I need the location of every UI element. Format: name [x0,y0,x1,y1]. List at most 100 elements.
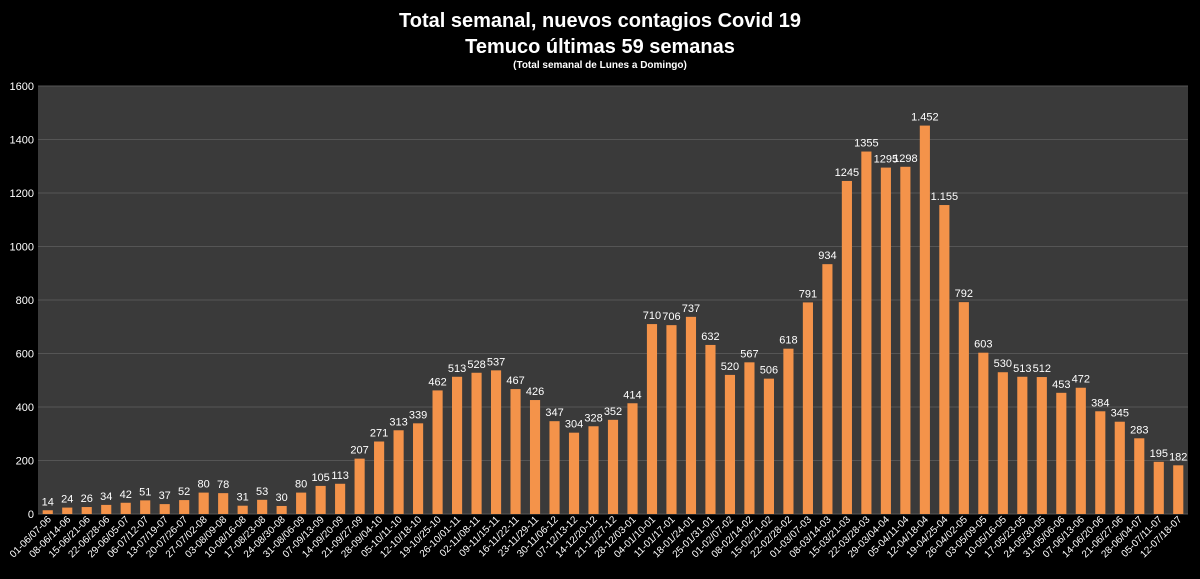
bar [432,390,443,514]
data-label: 24 [61,494,73,506]
bar [861,151,872,514]
bar [627,403,638,514]
data-label: 792 [955,288,973,300]
data-label: 271 [370,428,388,440]
data-label: 304 [565,419,583,431]
data-label: 512 [1033,363,1051,375]
bar [218,493,229,514]
bar [1036,377,1047,514]
bar [374,441,385,514]
data-label: 426 [526,386,544,398]
y-tick-label: 1000 [10,242,34,254]
data-label: 506 [760,365,778,377]
data-label: 710 [643,310,661,322]
bar [997,372,1008,514]
chart-title-line-2: Temuco últimas 59 semanas [465,36,735,58]
data-label: 618 [779,335,797,347]
bar [822,264,833,514]
y-tick-label: 1200 [10,188,34,200]
bar [958,302,969,514]
bar [413,423,424,514]
data-label: 1245 [835,167,859,179]
bar [257,499,268,514]
y-tick-label: 800 [16,295,34,307]
bar [1114,421,1125,514]
data-label: 453 [1052,379,1070,391]
data-label: 513 [1013,363,1031,375]
data-label: 80 [198,479,210,491]
data-label: 414 [623,389,641,401]
data-labels: 14 24 26 34 42 51 37 52 80 78 31 53 30 80 105 113 207271… [42,112,1188,509]
data-label: 30 [276,492,288,504]
data-label: 195 [1150,448,1168,460]
data-label: 530 [994,358,1012,370]
bar [1173,465,1184,514]
data-label: 105 [311,472,329,484]
data-label: 528 [467,359,485,371]
y-tick-label: 600 [16,349,34,361]
bar [1056,392,1067,514]
data-label: 520 [721,361,739,373]
y-tick-label: 400 [16,402,34,414]
bar [296,492,307,514]
data-label: 113 [331,470,349,482]
data-label: 14 [42,496,54,508]
bar [1075,387,1086,514]
data-label: 52 [178,486,190,498]
data-label: 42 [120,489,132,501]
data-label: 31 [237,492,249,504]
data-label: 737 [682,303,700,315]
bar [880,167,891,514]
bar [568,432,580,514]
bar [140,500,151,514]
data-label: 791 [799,288,817,300]
y-axis-ticks: 0 200 400 600 800 1000 1200 1400 1600 [10,81,34,521]
data-label: 313 [389,416,407,428]
data-label: 934 [818,250,836,262]
bar [1153,461,1164,514]
bar [237,505,248,514]
data-label: 513 [448,363,466,375]
data-label: 53 [256,486,268,498]
data-label: 603 [974,339,992,351]
bar [549,421,560,514]
data-label: 567 [740,348,758,360]
bars [42,125,1184,514]
data-label: 384 [1091,397,1109,409]
data-label: 78 [217,479,229,491]
chart-subtitle: (Total semanal de Lunes a Domingo) [513,60,687,71]
bar [159,504,170,514]
data-label: 80 [295,479,307,491]
bar [978,352,989,514]
data-label: 51 [139,486,151,498]
data-label: 537 [487,356,505,368]
bar [276,505,287,514]
bar [841,180,852,514]
data-label: 328 [584,412,602,424]
bar [705,344,716,514]
bar [354,458,365,514]
data-label: 283 [1130,424,1148,436]
bar [510,389,521,514]
bar [42,510,53,514]
data-label: 1298 [893,153,917,165]
bar [452,376,463,514]
bar [198,492,209,514]
data-label: 345 [1111,408,1129,420]
bar [900,166,911,514]
bar [101,504,112,514]
bar [393,430,404,514]
data-label: 1295 [874,154,898,166]
data-label: 26 [81,493,93,505]
bar [335,483,346,514]
data-label: 472 [1072,374,1090,386]
bar [120,502,131,514]
chart-title: Total semanal, nuevos contagios Covid 19 [399,10,801,32]
data-label: 462 [428,376,446,388]
data-label: 37 [159,490,171,502]
bar [81,507,92,514]
bar [315,485,326,514]
y-tick-label: 200 [16,456,34,468]
